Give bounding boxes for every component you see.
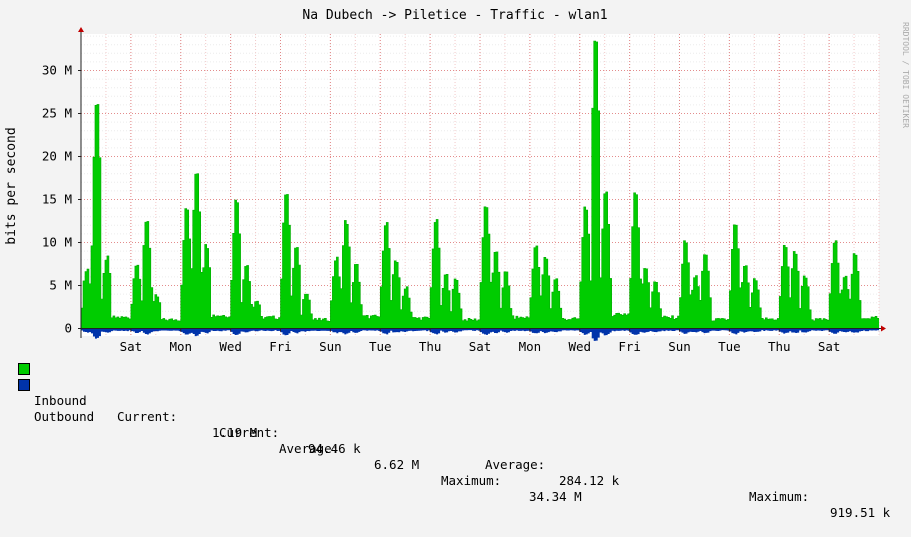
legend-outbound: Outbound Current: 94.46 k Average: 284.1…: [18, 377, 48, 393]
rrdtool-watermark: RRDTOOL / TOBI OETIKER: [901, 22, 910, 128]
x-tick-label: Thu: [419, 339, 442, 354]
inbound-swatch: [18, 363, 30, 375]
y-axis-arrow: [78, 27, 84, 32]
outbound-swatch: [18, 379, 30, 391]
x-tick-label: Mon: [169, 339, 192, 354]
y-tick-label: 15 M: [42, 192, 72, 207]
x-axis-arrow: [881, 326, 886, 332]
traffic-chart: Na Dubech -> Piletice - Traffic - wlan1 …: [0, 0, 911, 400]
x-tick-label: Sun: [319, 339, 342, 354]
inbound-maximum-label: Maximum:: [441, 473, 501, 489]
x-tick-label: Wed: [219, 339, 242, 354]
x-tick-label: Sat: [818, 339, 841, 354]
x-tick-label: Wed: [568, 339, 591, 354]
outbound-average-value: 284.12 k: [559, 473, 619, 489]
x-tick-label: Mon: [519, 339, 542, 354]
outbound-current-value: 94.46 k: [308, 441, 361, 457]
outbound-average-label: Average:: [485, 457, 545, 473]
outbound-maximum-label: Maximum:: [749, 489, 809, 505]
y-tick-label: 20 M: [42, 149, 72, 164]
x-tick-label: Fri: [269, 339, 292, 354]
inbound-maximum-value: 34.34 M: [529, 489, 582, 505]
y-axis-label: bits per second: [4, 127, 19, 244]
inbound-current-label: Current:: [117, 409, 177, 425]
graph: Na Dubech -> Piletice - Traffic - wlan1 …: [0, 0, 911, 400]
legend-inbound: Inbound Current: 1.19 M Average: 6.62 M …: [18, 361, 48, 377]
x-tick-label: Tue: [369, 339, 392, 354]
outbound-name: Outbound: [34, 409, 94, 425]
y-tick-label: 10 M: [42, 235, 72, 250]
x-tick-label: Sun: [668, 339, 691, 354]
x-tick-label: Tue: [718, 339, 741, 354]
x-tick-label: Fri: [618, 339, 641, 354]
y-tick-label: 5 M: [49, 278, 72, 293]
chart-title: Na Dubech -> Piletice - Traffic - wlan1: [302, 8, 607, 23]
outbound-maximum-value: 919.51 k: [830, 505, 890, 521]
x-tick-labels: Sat Mon Wed Fri Sun Tue Thu Sat Mon Wed Fri Sun Tue T…: [120, 339, 841, 354]
y-tick-label: 30 M: [42, 63, 72, 78]
y-tick-label: 0: [64, 321, 72, 336]
x-tick-label: Sat: [469, 339, 492, 354]
outbound-current-label: Current:: [219, 425, 279, 441]
y-tick-labels: 0 5 M 10 M 15 M 20 M 25 M 30 M: [42, 63, 72, 336]
inbound-average-value: 6.62 M: [374, 457, 419, 473]
x-tick-label: Thu: [768, 339, 791, 354]
x-tick-label: Sat: [120, 339, 143, 354]
y-tick-label: 25 M: [42, 106, 72, 121]
